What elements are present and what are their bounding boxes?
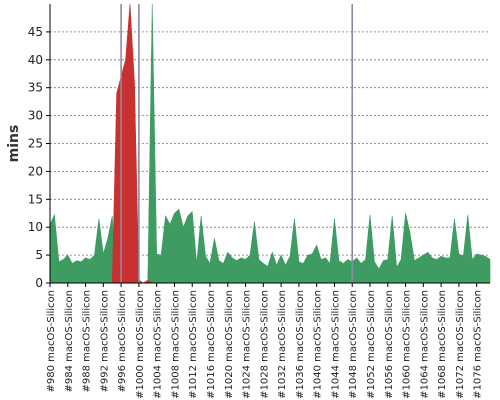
y-tick-label: 0 [35,276,43,290]
x-tick-label: #1068 macOS-Silicon [437,290,448,399]
x-tick-label: #984 macOS-Silicon [64,290,75,392]
x-tick-label: #1060 macOS-Silicon [402,290,413,399]
x-tick-label: #1004 macOS-Silicon [153,290,164,399]
y-tick-label: 5 [35,248,43,262]
x-tick-label: #1032 macOS-Silicon [277,290,288,399]
y-tick-label: 10 [28,220,43,234]
y-tick-label: 40 [28,53,43,67]
x-tick-label: #1072 macOS-Silicon [455,290,466,399]
x-tick-label: #996 macOS-Silicon [117,290,128,392]
y-axis-title: mins [6,125,22,163]
x-tick-label: #1020 macOS-Silicon [224,290,235,399]
x-tick-label: #1012 macOS-Silicon [188,290,199,399]
x-tick-label: #1028 macOS-Silicon [259,290,270,399]
x-axis-ticks: #980 macOS-Silicon #984 macOS-Silicon #988… [46,283,484,399]
x-tick-label: #1056 macOS-Silicon [384,290,395,399]
x-tick-label: #1044 macOS-Silicon [330,290,341,399]
x-tick-label: #1040 macOS-Silicon [313,290,324,399]
x-tick-label: #992 macOS-Silicon [99,290,110,392]
x-tick-label: #1064 macOS-Silicon [419,290,430,399]
x-tick-label: #1036 macOS-Silicon [295,290,306,399]
x-tick-label: #988 macOS-Silicon [82,290,93,392]
x-tick-label: #1048 macOS-Silicon [348,290,359,399]
x-tick-label: #1000 macOS-Silicon [135,290,146,399]
x-tick-label: #1052 macOS-Silicon [366,290,377,399]
x-tick-label: #1024 macOS-Silicon [242,290,253,399]
x-tick-label: #1008 macOS-Silicon [170,290,181,399]
y-tick-label: 30 [28,109,43,123]
y-tick-label: 20 [28,164,43,178]
x-tick-label: #1076 macOS-Silicon [473,290,484,399]
highlight-lines [120,4,354,283]
x-tick-label: #980 macOS-Silicon [46,290,57,392]
y-tick-label: 35 [28,81,43,95]
y-tick-label: 45 [28,25,43,39]
y-axis-ticks: 0 5 10 15 20 25 30 35 40 45 [28,25,50,290]
y-tick-label: 15 [28,192,43,206]
y-tick-label: 25 [28,137,43,151]
x-tick-label: #1016 macOS-Silicon [206,290,217,399]
